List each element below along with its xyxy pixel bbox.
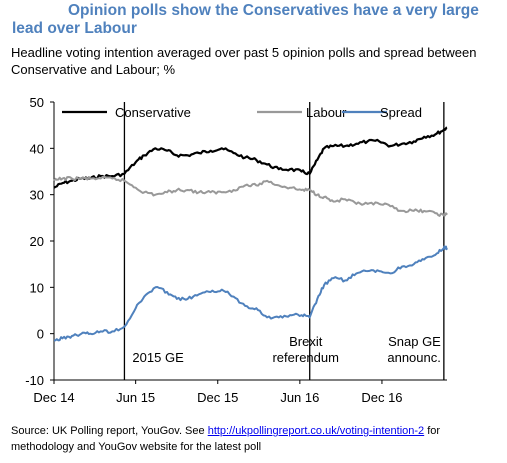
y-tick-label: 0 [37, 327, 44, 342]
source-link[interactable]: http://ukpollingreport.co.uk/voting-inte… [207, 425, 425, 437]
x-tick-label: Jun 16 [280, 390, 319, 405]
source-note: Source: UK Polling report, YouGov. See h… [11, 423, 503, 455]
y-tick-label: 30 [30, 188, 44, 203]
series-line-spread [53, 245, 448, 342]
chart-subtitle: Headline voting intention averaged over … [11, 45, 477, 77]
chart-title: Opinion polls show the Conservatives hav… [12, 2, 502, 38]
x-tick-label: Dec 15 [197, 390, 238, 405]
y-tick-label: 20 [30, 234, 44, 249]
y-tick-label: -10 [25, 373, 44, 388]
series-line-conservative [53, 126, 448, 189]
series-line-labour [53, 175, 448, 217]
y-tick-label: 50 [30, 95, 44, 110]
chart-title-line-1: Opinion polls show the Conservatives hav… [68, 2, 479, 19]
event-label: Brexit [289, 334, 323, 349]
legend-label-labour: Labour [306, 105, 347, 120]
x-tick-label: Dec 16 [361, 390, 402, 405]
source-prefix: Source: UK Polling report, YouGov. See [11, 425, 208, 437]
event-label: announc. [387, 350, 441, 365]
event-label: referendum [272, 350, 338, 365]
y-tick-label: 10 [30, 280, 44, 295]
event-label: 2015 GE [132, 350, 184, 365]
x-tick-label: Jun 15 [116, 390, 155, 405]
line-chart: -10 0 10 20 30 40 50 Dec 14 Jun 15 Dec 15 Jun 16 De… [25, 95, 448, 405]
legend-label-spread: Spread [380, 105, 422, 120]
legend-label-conservative: Conservative [115, 105, 191, 120]
source-suffix: for methodology and YouGov website for t… [11, 425, 441, 453]
x-tick-label: Dec 14 [33, 390, 74, 405]
y-tick-label: 40 [30, 141, 44, 156]
chart-title-line-2: lead over Labour [12, 20, 137, 37]
event-label: Snap GE [388, 334, 441, 349]
